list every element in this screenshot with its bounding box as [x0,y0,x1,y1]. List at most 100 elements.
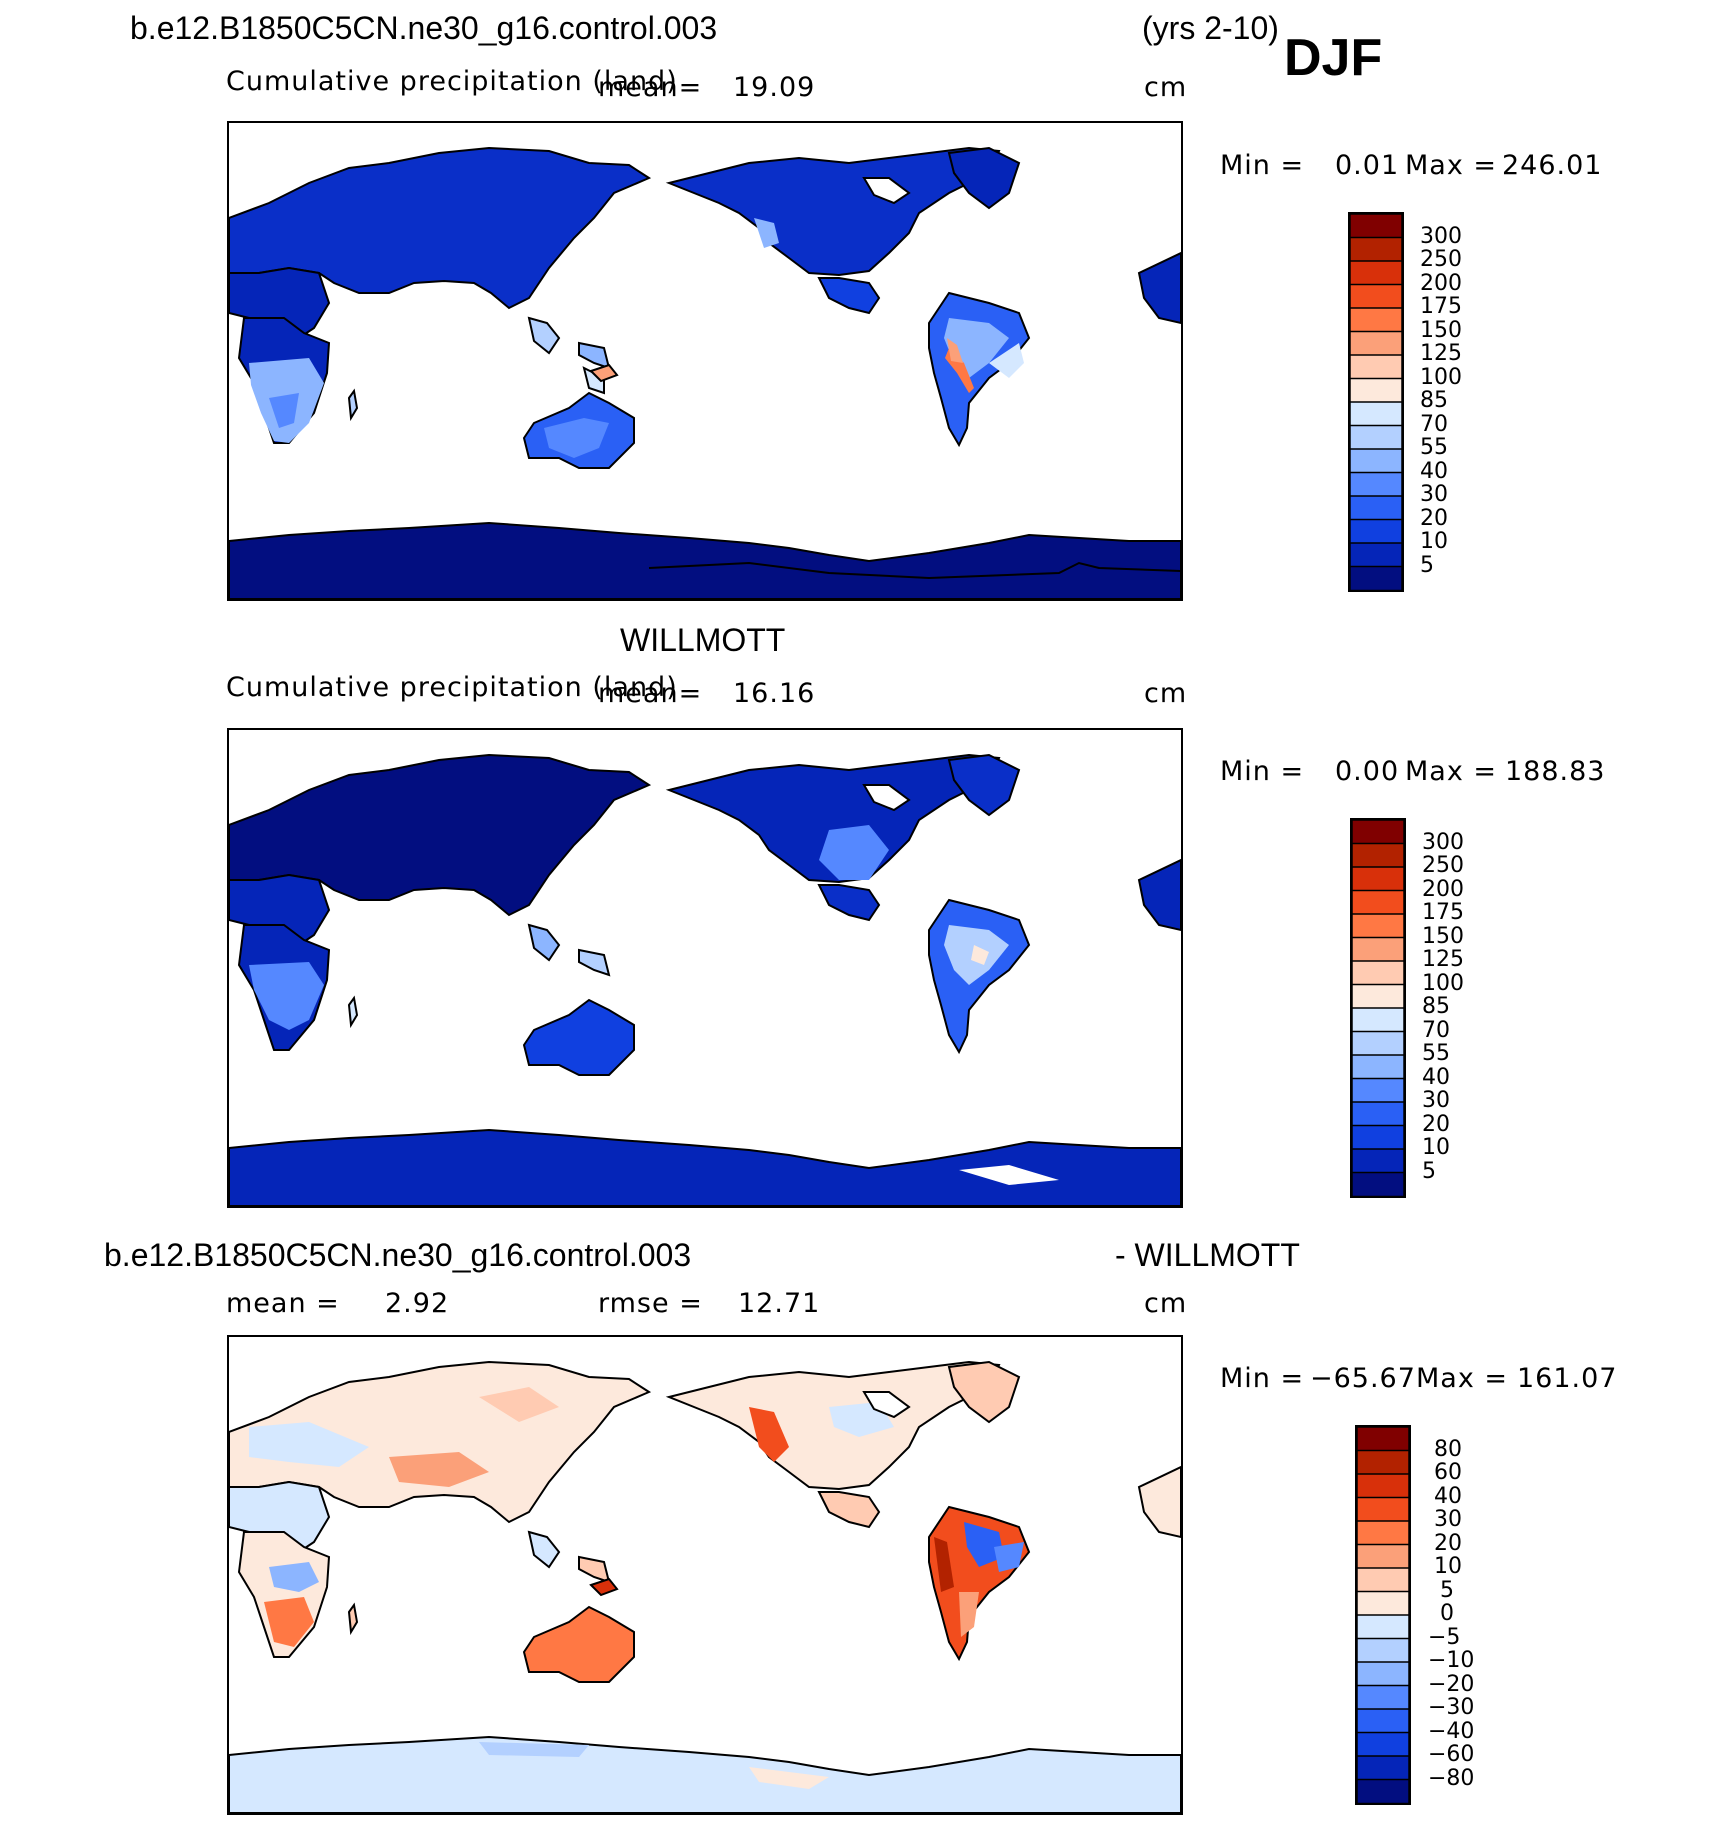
panel2-units: cm [1144,678,1188,709]
colorbar-swatch [1350,495,1402,521]
colorbar-swatch [1350,424,1402,451]
panel2-tick: 125 [1422,947,1464,972]
panel1-tick: 5 [1420,553,1434,578]
panel3-min-label: Min = [1220,1363,1305,1394]
panel3-tick: 30 [1434,1507,1462,1532]
colorbar-swatch [1357,1520,1409,1546]
panel1-mean-label: mean= [598,72,703,103]
panel1-min-value: 0.01 [1335,150,1400,181]
panel3-colorbar [1355,1425,1411,1805]
panel3-tick: 10 [1434,1554,1462,1579]
colorbar-swatch [1350,377,1402,404]
colorbar-swatch [1352,913,1404,939]
panel2-tick: 20 [1422,1112,1450,1137]
panel2-tick: 55 [1422,1041,1450,1066]
colorbar-swatch [1357,1778,1409,1803]
panel1-units: cm [1144,72,1188,103]
panel3-mean-label: mean = [226,1288,340,1319]
colorbar-swatch [1352,1171,1404,1196]
panel2-tick: 100 [1422,971,1464,996]
panel3-tick: −5 [1428,1625,1461,1650]
panel2-tick: 200 [1422,877,1464,902]
panel1-tick: 85 [1420,388,1448,413]
colorbar-swatch [1357,1590,1409,1617]
colorbar-swatch [1352,983,1404,1010]
panel3-tick: −10 [1428,1648,1475,1673]
panel1-min-label: Min = [1220,150,1305,181]
panel1-tick: 125 [1420,341,1462,366]
colorbar-swatch [1357,1427,1409,1452]
colorbar-swatch [1357,1496,1409,1523]
colorbar-swatch [1352,1030,1404,1057]
panel1-tick: 175 [1420,294,1462,319]
panel1-mean-value: 19.09 [733,72,816,103]
colorbar-swatch [1350,518,1402,545]
colorbar-swatch [1352,1148,1404,1174]
panel3-max-value: 161.07 [1517,1363,1618,1394]
panel2-tick: 85 [1422,994,1450,1019]
colorbar-swatch [1350,448,1402,474]
case-name-title: b.e12.B1850C5CN.ne30_g16.control.003 [130,10,718,46]
panel3-units: cm [1144,1288,1188,1319]
panel3-tick: 40 [1434,1484,1462,1509]
colorbar-swatch [1357,1449,1409,1476]
colorbar-swatch [1350,330,1402,357]
colorbar-swatch [1350,354,1402,380]
panel1-map-svg [229,146,1181,599]
colorbar-swatch [1357,1543,1409,1570]
panel3-mean-value: 2.92 [385,1288,450,1319]
panel2-colorbar [1350,818,1406,1198]
colorbar-swatch [1352,1124,1404,1151]
panel2-title: WILLMOTT [620,622,786,658]
panel1-tick: 300 [1420,224,1462,249]
panel1-colorbar-svg [1350,214,1402,590]
panel1-tick: 100 [1420,365,1462,390]
colorbar-swatch [1352,960,1404,986]
panel3-colorbar-svg [1357,1427,1409,1803]
panel1-land [229,146,1181,599]
panel1-tick: 55 [1420,435,1448,460]
panel1-tick: 150 [1420,318,1462,343]
colorbar-swatch [1352,936,1404,963]
panel2-tick: 10 [1422,1135,1450,1160]
panel3-tick: 0 [1440,1601,1454,1626]
colorbar-swatch [1357,1637,1409,1664]
panel3-tick: −30 [1428,1695,1475,1720]
colorbar-swatch [1352,1101,1404,1127]
colorbar-swatch [1350,542,1402,568]
panel2-min-value: 0.00 [1335,756,1400,787]
panel2-variable: Cumulative precipitation (land) [226,672,678,703]
colorbar-swatch [1357,1684,1409,1711]
season-label: DJF [1284,29,1383,87]
panel2-map-svg [229,753,1181,1206]
panel2-tick: 150 [1422,924,1464,949]
panel2-mean-value: 16.16 [733,678,816,709]
colorbar-swatch [1352,889,1404,916]
colorbar-swatch [1357,1473,1409,1499]
panel3-tick: −80 [1428,1766,1475,1791]
panel3-title-left: b.e12.B1850C5CN.ne30_g16.control.003 [104,1237,692,1273]
panel3-tick: 20 [1434,1531,1462,1556]
panel2-tick: 40 [1422,1065,1450,1090]
colorbar-swatch [1352,866,1404,892]
panel3-tick: −20 [1428,1672,1475,1697]
colorbar-swatch [1357,1661,1409,1687]
colorbar-swatch [1350,471,1402,498]
panel1-tick: 10 [1420,529,1448,554]
colorbar-swatch [1352,842,1404,869]
colorbar-swatch [1352,1077,1404,1104]
panel1-tick: 200 [1420,271,1462,296]
colorbar-swatch [1357,1708,1409,1734]
colorbar-swatch [1357,1755,1409,1781]
panel1-max-label: Max = [1405,150,1498,181]
panel2-map [227,728,1183,1208]
panel3-rmse-value: 12.71 [738,1288,821,1319]
panel1-tick: 250 [1420,247,1462,272]
panel2-mean-label: mean= [598,678,703,709]
panel2-land [229,753,1181,1206]
panel2-tick: 30 [1422,1088,1450,1113]
panel2-max-label: Max = [1405,756,1498,787]
years-label: (yrs 2-10) [1142,10,1279,46]
colorbar-swatch [1350,401,1402,427]
